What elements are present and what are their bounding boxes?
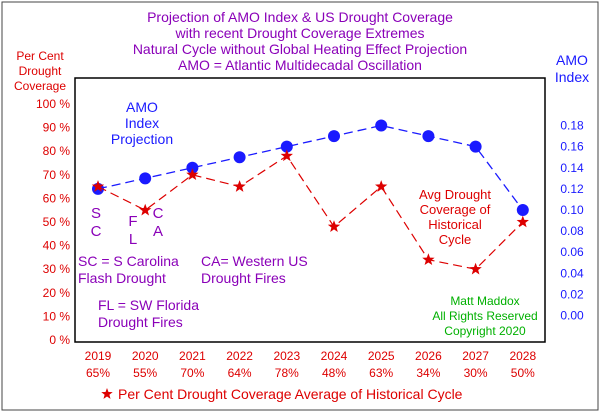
left-tick-label: 30 %	[43, 262, 71, 276]
right-tick-label: 0.08	[560, 224, 584, 238]
left-tick-label: 0 %	[49, 333, 70, 347]
left-tick-label: 80 %	[43, 144, 71, 158]
right-tick-label: 0.18	[560, 119, 584, 133]
right-tick-label: 0.10	[560, 203, 584, 217]
right-tick-label: 0.04	[560, 266, 584, 280]
left-tick-label: 60 %	[43, 191, 71, 205]
note-ca: CA= Western US	[201, 253, 308, 269]
drought-point	[280, 149, 293, 162]
x-percent-label: 30%	[464, 366, 488, 380]
x-percent-label: 65%	[86, 366, 110, 380]
drought-point	[139, 203, 152, 216]
left-tick-label: 40 %	[43, 239, 71, 253]
amo-point	[469, 140, 482, 153]
x-percent-label: 70%	[180, 366, 204, 380]
x-percent-label: 50%	[511, 366, 535, 380]
credit-line: All Rights Reserved	[432, 309, 537, 323]
drought-point	[516, 215, 529, 228]
event-marker-letter: F	[128, 213, 137, 230]
x-year-label: 2026	[415, 349, 442, 363]
drought-point	[186, 168, 199, 181]
legend-star-icon	[101, 388, 113, 399]
left-axis-label: Coverage	[14, 79, 66, 93]
amo-point	[186, 161, 199, 174]
amo-point	[280, 140, 293, 153]
drought-point	[422, 253, 435, 266]
chart-title-line: AMO = Atlantic Multidecadal Oscillation	[178, 57, 422, 73]
x-percent-label: 78%	[275, 366, 299, 380]
note-fl: Drought Fires	[98, 314, 183, 330]
amo-series-label: Projection	[111, 131, 173, 147]
note-fl: FL = SW Florida	[98, 297, 199, 313]
left-tick-label: 90 %	[43, 121, 71, 135]
credit-line: Copyright 2020	[444, 324, 526, 338]
amo-series-label: Index	[125, 115, 159, 131]
event-marker-letter: A	[153, 223, 163, 240]
drought-point	[91, 180, 105, 192]
left-tick-label: 10 %	[43, 309, 71, 323]
x-percent-label: 55%	[133, 366, 157, 380]
x-year-label: 2025	[368, 349, 395, 363]
note-sc: Flash Drought	[78, 270, 166, 286]
left-tick-label: 70 %	[43, 168, 71, 182]
event-marker-letter: L	[129, 231, 137, 248]
amo-point	[516, 204, 529, 216]
amo-series-label: AMO	[126, 99, 158, 115]
note-ca: Drought Fires	[201, 270, 286, 286]
amo-point	[375, 119, 388, 132]
event-marker-letter: S	[91, 205, 101, 222]
x-year-label: 2028	[509, 349, 536, 363]
x-year-label: 2022	[226, 349, 253, 363]
right-axis-label: Index	[555, 69, 589, 85]
x-percent-label: 34%	[416, 366, 440, 380]
right-axis-label: AMO	[556, 52, 588, 68]
plot-border	[74, 77, 546, 343]
note-sc: SC = S Carolina	[78, 253, 179, 269]
drought-point	[375, 180, 388, 192]
drought-series-label: Avg Drought	[419, 187, 491, 202]
amo-series-line	[97, 124, 524, 211]
drought-series-label: Historical	[428, 217, 482, 232]
left-axis-label: Drought	[19, 64, 62, 78]
right-tick-label: 0.00	[560, 309, 584, 323]
left-tick-label: 50 %	[43, 215, 71, 229]
x-percent-label: 64%	[228, 366, 252, 380]
x-year-label: 2027	[462, 349, 489, 363]
credit-line: Matt Maddox	[450, 294, 519, 308]
x-year-label: 2023	[273, 349, 300, 363]
left-tick-label: 100 %	[36, 97, 70, 111]
drought-series-label: Cycle	[439, 232, 472, 247]
drought-point	[469, 262, 482, 275]
right-tick-label: 0.12	[560, 182, 584, 196]
x-year-label: 2019	[85, 349, 112, 363]
chart-title-line: with recent Drought Coverage Extremes	[175, 25, 425, 41]
drought-point	[327, 220, 341, 232]
x-percent-label: 48%	[322, 366, 346, 380]
x-year-label: 2021	[179, 349, 206, 363]
right-tick-label: 0.06	[560, 245, 584, 259]
left-axis-label: Per Cent	[16, 49, 64, 63]
drought-series-label: Coverage of	[420, 202, 491, 217]
x-year-label: 2020	[132, 349, 159, 363]
drought-point	[233, 180, 246, 192]
right-tick-label: 0.02	[560, 287, 584, 301]
event-marker-letter: C	[91, 223, 102, 240]
x-year-label: 2024	[321, 349, 348, 363]
drought-series-line	[97, 155, 524, 270]
right-tick-label: 0.14	[560, 161, 584, 175]
amo-point	[328, 130, 340, 143]
amo-point	[233, 151, 246, 164]
amo-point	[422, 130, 435, 143]
right-tick-label: 0.16	[560, 140, 584, 154]
left-tick-label: 20 %	[43, 286, 71, 300]
amo-point	[139, 172, 152, 185]
chart-title-line: Projection of AMO Index & US Drought Cov…	[147, 9, 453, 25]
event-marker-letter: C	[153, 205, 164, 222]
x-percent-label: 63%	[369, 366, 393, 380]
chart-title-line: Natural Cycle without Global Heating Eff…	[133, 41, 467, 57]
legend-text: Per Cent Drought Coverage Average of His…	[118, 386, 463, 402]
